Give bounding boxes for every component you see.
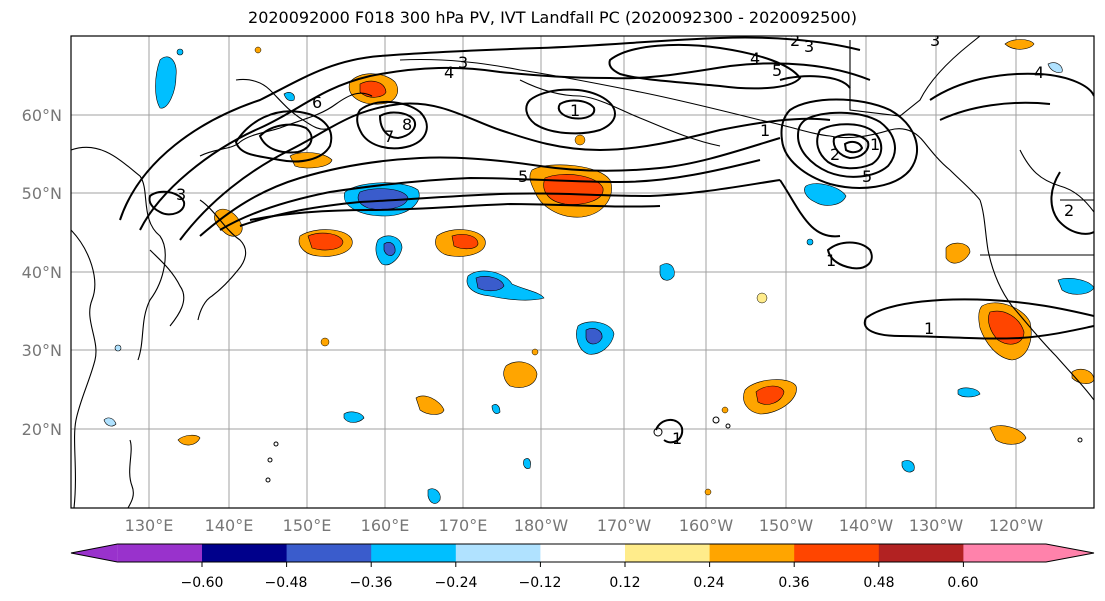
positive-anomaly-sea-of-okhotsk [348, 73, 399, 105]
contour-label: 3 [458, 53, 468, 72]
positive-anomaly-south-2 [177, 39, 1094, 446]
lon-label: 170°W [597, 516, 652, 535]
negative-anomaly-mid-2 [576, 321, 615, 355]
colorbar-tick-label: 0.36 [778, 575, 809, 591]
positive-anomaly-west-1 [298, 229, 353, 257]
contour-label: 1 [924, 319, 934, 338]
lon-label: 160°E [361, 516, 410, 535]
lat-label-50n: 50°N [22, 184, 62, 203]
colorbar-tick-label: −0.48 [265, 575, 308, 591]
lon-label: 180°W [514, 516, 569, 535]
colorbar-tick-label: 0.48 [863, 575, 894, 591]
contour-label: 8 [402, 115, 412, 134]
negative-anomaly-mid-1 [466, 270, 545, 301]
colorbar-extend-low [71, 544, 118, 562]
colorbar-tick-label: 0.60 [947, 575, 978, 591]
contour-label: 2 [830, 145, 840, 164]
contour-label: 4 [444, 63, 454, 82]
colorbar [70, 543, 1095, 567]
colorbar-segment [625, 544, 711, 562]
negative-anomaly-north-pacific [343, 182, 420, 217]
latitude-labels: 60°N 50°N 40°N 30°N 20°N [22, 106, 62, 439]
longitude-labels: 130°E 140°E 150°E 160°E 170°E 180°W 170°… [125, 516, 1044, 535]
positive-anomaly-south-1 [743, 379, 797, 415]
contour-label: 1 [760, 121, 770, 140]
contour-label: 4 [750, 49, 760, 68]
contour-label: 1 [672, 429, 682, 448]
lon-label: 140°W [839, 516, 894, 535]
lat-label-20n: 20°N [22, 420, 62, 439]
lon-label: 150°W [759, 516, 814, 535]
map-title: 2020092000 F018 300 hPa PV, IVT Landfall… [248, 8, 857, 27]
lon-label: 130°W [909, 516, 964, 535]
lat-label-40n: 40°N [22, 263, 62, 282]
colorbar-segment [963, 544, 1046, 562]
lon-label: 130°E [125, 516, 174, 535]
colorbar-tick-label: −0.60 [181, 575, 224, 591]
colorbar-tick-label: −0.36 [350, 575, 393, 591]
negative-anomaly-mid-3 [375, 235, 403, 266]
contour-label: 5 [518, 167, 528, 186]
contour-label: 1 [570, 101, 580, 120]
lon-label: 170°E [439, 516, 488, 535]
contour-label: 3 [930, 31, 940, 50]
colorbar-tick-label: 0.12 [609, 575, 640, 591]
colorbar-tick-label: −0.24 [435, 575, 478, 591]
contour-label: 5 [772, 61, 782, 80]
lat-label-60n: 60°N [22, 106, 62, 125]
colorbar-tick-label: −0.12 [519, 575, 562, 591]
contour-label: 6 [312, 93, 322, 112]
colorbar-segment [540, 544, 626, 562]
colorbar-segment [117, 544, 202, 562]
contour-label: 1 [870, 135, 880, 154]
contour-label: 2 [790, 31, 800, 50]
contour-label: 3 [176, 185, 186, 204]
positive-anomaly-west-2 [435, 229, 486, 257]
map-frame [70, 35, 1095, 509]
colorbar-tick-label: 0.24 [693, 575, 724, 591]
pv-contours [119, 36, 1094, 444]
negative-anomaly-misc [103, 48, 1094, 504]
colorbar-segment [286, 544, 372, 562]
contour-label: 3 [804, 37, 814, 56]
colorbar-segment [202, 544, 288, 562]
lat-label-30n: 30°N [22, 341, 62, 360]
coastlines [71, 36, 1094, 508]
contour-labels: 3 4 3 4 5 2 3 4 5 6 7 8 1 5 1 2 3 1 1 1 … [176, 31, 1074, 448]
contour-label: 1 [826, 251, 836, 270]
colorbar-segment [794, 544, 880, 562]
lon-label: 150°E [283, 516, 332, 535]
colorbar-segment [371, 544, 457, 562]
contour-label: 2 [1064, 201, 1074, 220]
contour-label: 5 [862, 167, 872, 186]
contour-label: 4 [1034, 63, 1044, 82]
islands [265, 416, 1083, 483]
colorbar-segment [878, 544, 964, 562]
lon-label: 160°W [679, 516, 734, 535]
colorbar-labels: −0.60 −0.48 −0.36 −0.24 −0.12 0.12 0.24 … [181, 575, 979, 591]
lon-label: 120°W [989, 516, 1044, 535]
positive-anomaly-california [978, 302, 1032, 361]
weak-positive-dots [254, 46, 768, 496]
colorbar-segment [455, 544, 541, 562]
lon-label: 140°E [205, 516, 254, 535]
colorbar-extend-high [1046, 544, 1094, 562]
colorbar-segment [709, 544, 795, 562]
colorbar-outline [70, 543, 1095, 563]
contour-label: 7 [384, 127, 394, 146]
